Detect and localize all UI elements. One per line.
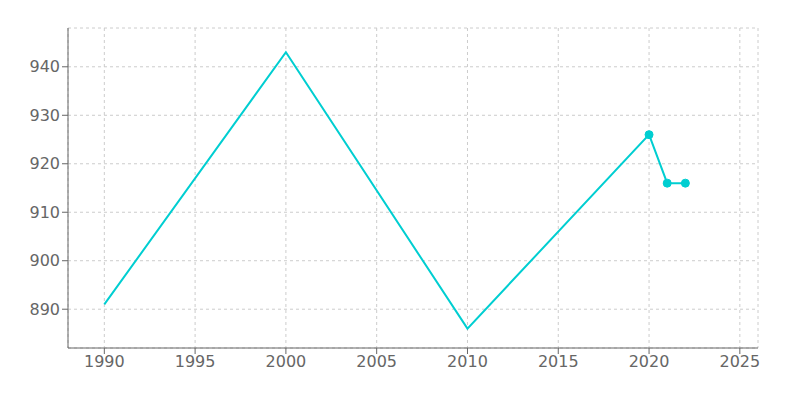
svg-text:2010: 2010 [447,352,488,371]
svg-text:930: 930 [29,106,60,125]
svg-text:2005: 2005 [356,352,397,371]
svg-text:900: 900 [29,251,60,270]
svg-text:2020: 2020 [629,352,670,371]
svg-text:2025: 2025 [719,352,760,371]
svg-text:890: 890 [29,300,60,319]
svg-text:2015: 2015 [538,352,579,371]
svg-text:920: 920 [29,154,60,173]
svg-text:2000: 2000 [266,352,307,371]
svg-text:1995: 1995 [175,352,216,371]
svg-text:910: 910 [29,203,60,222]
svg-text:1990: 1990 [84,352,125,371]
svg-text:940: 940 [29,57,60,76]
